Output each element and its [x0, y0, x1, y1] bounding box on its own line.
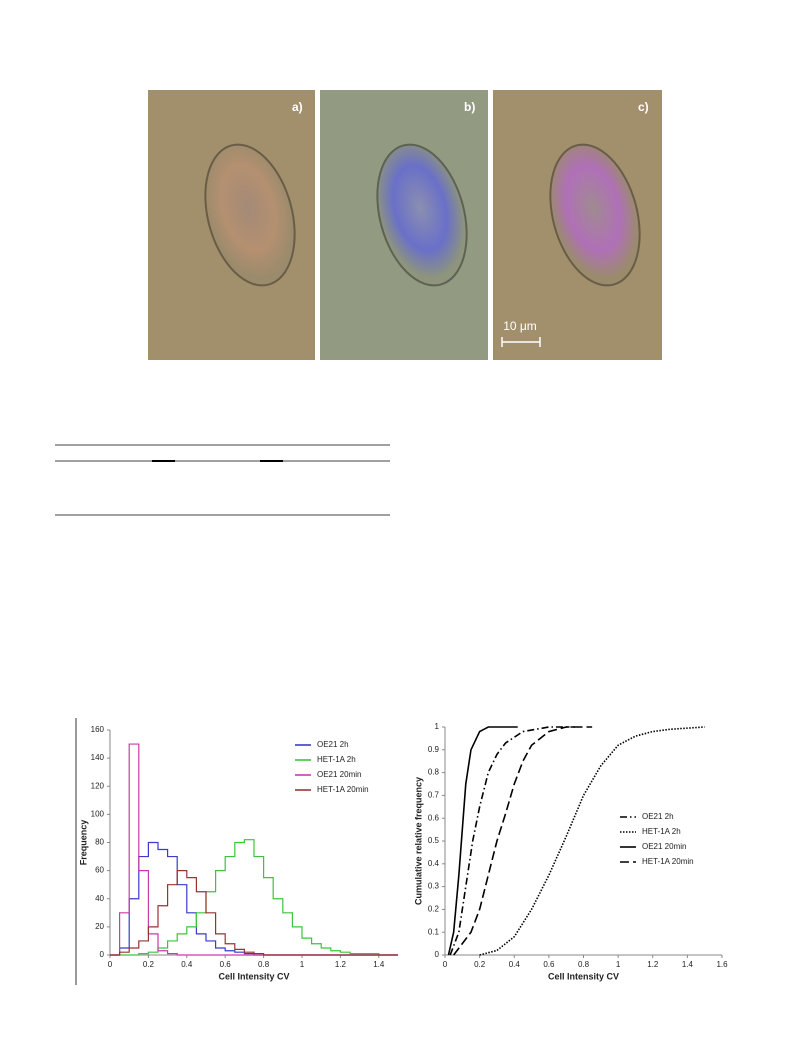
y-tick-label: 1	[435, 722, 440, 731]
x-tick-label: 1	[300, 960, 305, 969]
series-line	[479, 726, 705, 956]
figure-1: a) b) c) 10 μm	[148, 90, 662, 360]
x-tick-label: 0.8	[258, 960, 270, 969]
y-tick-label: 0.8	[428, 768, 440, 777]
legend-label: OE21 20min	[317, 770, 361, 779]
x-tick-label: 0.4	[509, 960, 521, 969]
cell	[204, 143, 296, 287]
panel-label: a)	[292, 100, 303, 114]
x-tick-label: 0.8	[578, 960, 590, 969]
y-tick-label: 0.5	[428, 836, 440, 845]
x-tick-label: 1.2	[335, 960, 347, 969]
y-tick-label: 0.6	[428, 813, 440, 822]
series-line	[110, 839, 398, 956]
x-tick-label: 0.4	[181, 960, 193, 969]
series-line	[453, 726, 593, 956]
y-tick-label: 140	[91, 753, 105, 762]
scale-bar	[501, 337, 541, 347]
series-line	[110, 870, 398, 956]
x-tick-label: 0.6	[220, 960, 232, 969]
legend-label: OE21 20min	[642, 842, 686, 851]
panel-label: c)	[638, 100, 649, 114]
x-tick-label: 1.6	[716, 960, 728, 969]
legend-label: OE21 2h	[317, 740, 349, 749]
y-axis-label: Cumulative relative frequency	[413, 777, 423, 905]
y-tick-label: 0.9	[428, 745, 440, 754]
y-axis-label: Frequency	[78, 820, 88, 866]
legend-label: HET-1A 20min	[317, 785, 369, 794]
y-tick-label: 60	[95, 866, 104, 875]
x-tick-label: 1	[616, 960, 621, 969]
table-rules	[55, 444, 390, 516]
y-tick-label: 20	[95, 922, 104, 931]
y-tick-label: 40	[95, 894, 104, 903]
x-tick-label: 0.2	[474, 960, 486, 969]
x-tick-label: 0	[443, 960, 448, 969]
x-tick-label: 0	[108, 960, 113, 969]
y-tick-label: 0.1	[428, 927, 440, 936]
legend-label: OE21 2h	[642, 812, 674, 821]
legend-label: HET-1A 20min	[642, 857, 694, 866]
legend-label: HET-1A 2h	[317, 755, 356, 764]
series-line	[447, 726, 518, 956]
panel-label: b)	[464, 100, 475, 114]
legend-label: HET-1A 2h	[642, 827, 681, 836]
y-tick-label: 0.4	[428, 859, 440, 868]
y-tick-label: 120	[91, 781, 105, 790]
x-axis-label: Cell Intensity CV	[548, 971, 619, 981]
series-line	[449, 726, 575, 956]
y-tick-label: 80	[95, 838, 104, 847]
cell	[549, 143, 641, 287]
y-tick-label: 100	[91, 809, 105, 818]
series-line	[110, 841, 398, 956]
x-tick-label: 0.2	[143, 960, 155, 969]
y-tick-label: 160	[91, 725, 105, 734]
y-tick-label: 0.2	[428, 905, 440, 914]
x-tick-label: 1.2	[647, 960, 659, 969]
x-tick-label: 1.4	[682, 960, 694, 969]
y-tick-label: 0	[435, 950, 440, 959]
x-tick-label: 1.4	[373, 960, 385, 969]
scale-bar-label: 10 μm	[503, 319, 537, 333]
y-tick-label: 0.3	[428, 882, 440, 891]
y-tick-label: 0	[100, 950, 105, 959]
x-axis-label: Cell Intensity CV	[218, 971, 289, 981]
x-tick-label: 0.6	[543, 960, 555, 969]
y-tick-label: 0.7	[428, 791, 440, 800]
cell	[376, 143, 468, 287]
